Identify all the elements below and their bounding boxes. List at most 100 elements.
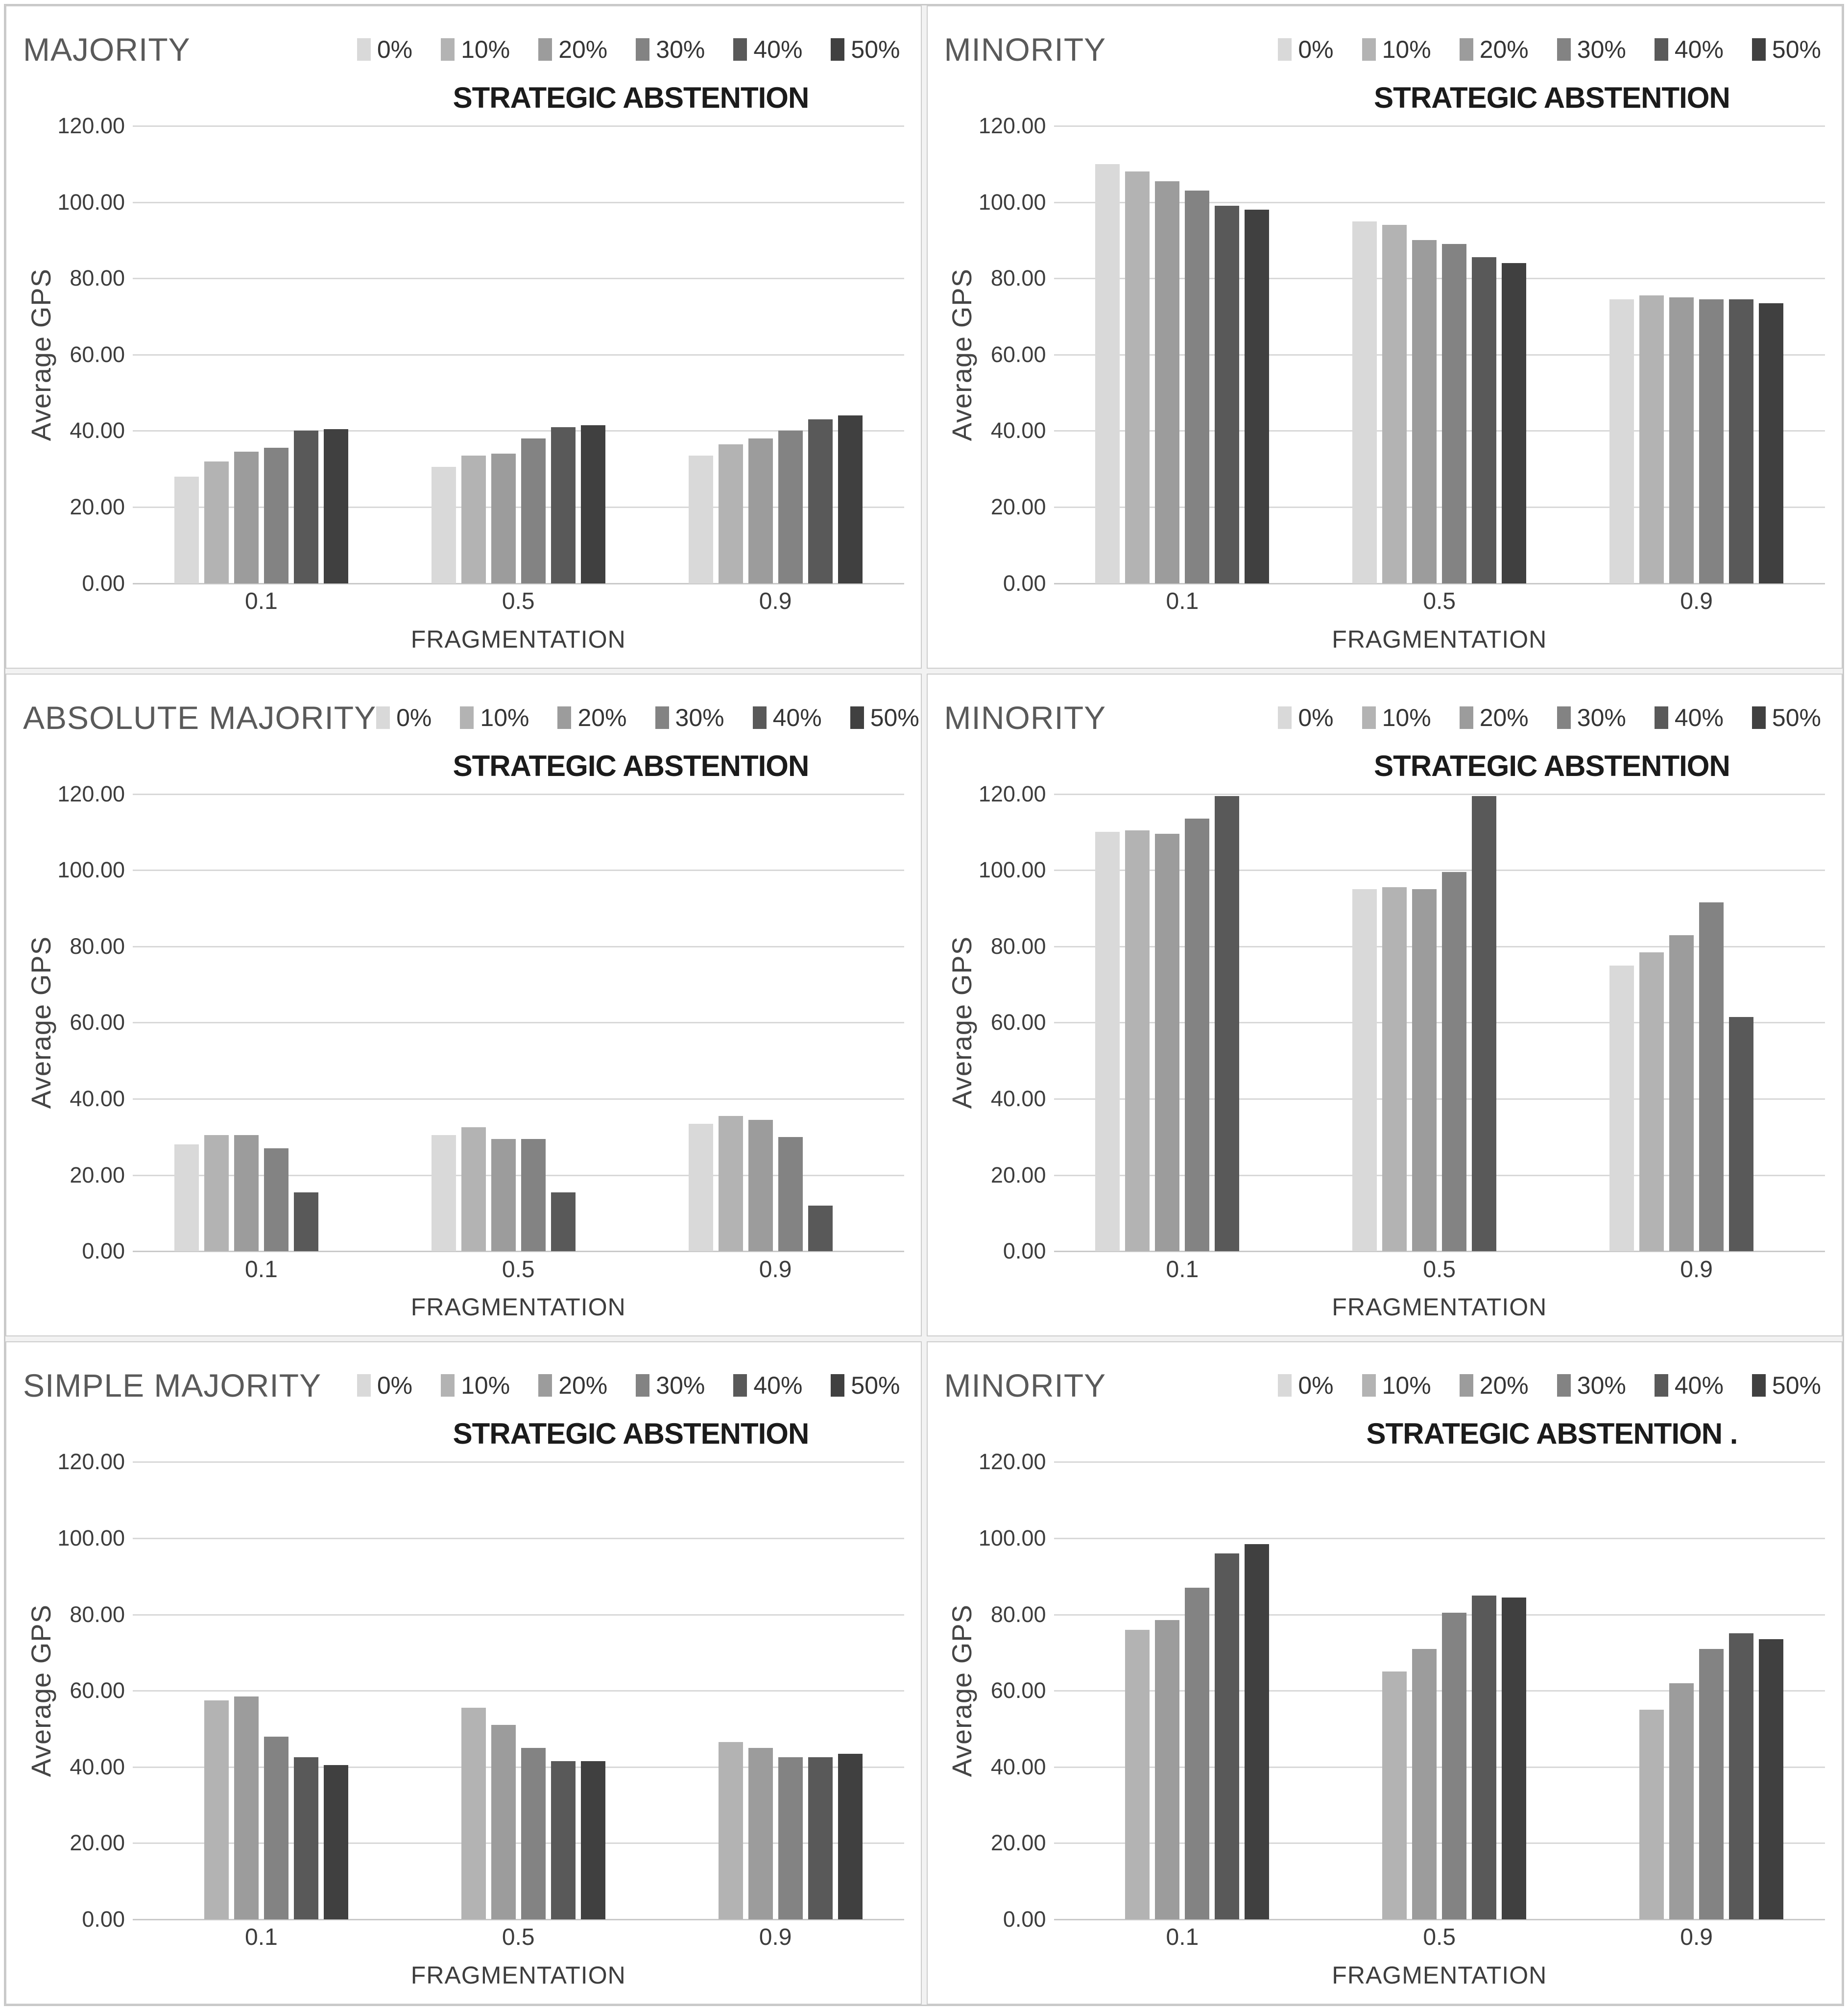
- plot-area: [133, 1461, 904, 1920]
- legend-swatch-icon: [441, 1374, 455, 1397]
- gridline: [1054, 1690, 1825, 1692]
- x-axis-ticks: 0.1 0.5 0.9: [1054, 583, 1825, 620]
- bar-0%-frag-0.5: [1352, 889, 1377, 1252]
- legend-swatch-icon: [1278, 706, 1292, 729]
- bar-40%-frag-0.1: [293, 1757, 318, 1919]
- gridline: [1054, 1022, 1825, 1024]
- bar-group-0.9: [1609, 794, 1783, 1252]
- legend-label: 20%: [558, 1372, 608, 1400]
- legend-item: 30%: [655, 703, 724, 732]
- bar-20%-frag-0.9: [748, 1119, 773, 1252]
- legend-item: 40%: [733, 35, 802, 64]
- bar-20%-frag-0.9: [748, 438, 773, 583]
- legend-label: 50%: [1772, 703, 1821, 731]
- x-tick-label: 0.9: [759, 1924, 792, 1951]
- y-tick-label: 100.00: [57, 189, 125, 215]
- legend-swatch-icon: [538, 1374, 552, 1397]
- chart-panel-minority-middle: MINORITY 0% 10% 20% 30% 40% 50% STRATEGIC ABS…: [926, 673, 1843, 1337]
- bar-30%-frag-0.1: [264, 448, 288, 583]
- bar-30%-frag-0.9: [1699, 1648, 1724, 1919]
- legend-label: 30%: [675, 703, 724, 731]
- bar-10%-frag-0.9: [1639, 295, 1664, 583]
- bar-group-0.1: [1095, 794, 1269, 1252]
- legend-swatch-icon: [357, 1374, 371, 1397]
- bar-20%-frag-0.5: [1412, 240, 1437, 583]
- chart-title: MINORITY: [944, 1367, 1106, 1404]
- gridline: [1054, 582, 1825, 584]
- chart-header: MINORITY 0% 10% 20% 30% 40% 50%: [944, 1354, 1825, 1417]
- bar-50%-frag-0.1: [1245, 210, 1270, 583]
- bar-0%-frag-0.9: [1609, 965, 1634, 1252]
- legend-label: 40%: [1674, 1372, 1724, 1400]
- chart-header: MINORITY 0% 10% 20% 30% 40% 50%: [944, 686, 1825, 749]
- gridline: [133, 1022, 904, 1024]
- gridline: [1054, 793, 1825, 795]
- bar-10%-frag-0.1: [1125, 171, 1150, 583]
- legend-item: 20%: [1459, 1371, 1529, 1400]
- legend-label: 40%: [1674, 36, 1724, 63]
- legend-label: 10%: [1382, 36, 1431, 63]
- y-tick-label: 0.00: [82, 1906, 125, 1932]
- x-axis-title: FRAGMENTATION: [410, 1961, 626, 1989]
- legend-item: 50%: [1752, 1371, 1821, 1400]
- y-axis-ticks: 120.00 100.00 80.00 60.00 40.00 20.00 0.00: [57, 113, 133, 596]
- legend-item: 0%: [1278, 703, 1334, 732]
- legend-label: 40%: [1674, 703, 1724, 731]
- gridline: [133, 1174, 904, 1176]
- bar-20%-frag-0.1: [1155, 1620, 1180, 1919]
- x-axis-ticks: 0.1 0.5 0.9: [1054, 1251, 1825, 1287]
- chart-panel-minority-bottom: MINORITY 0% 10% 20% 30% 40% 50% STRATEGIC ABS…: [926, 1341, 1843, 2005]
- legend-label: 50%: [851, 36, 900, 63]
- legend-swatch-icon: [557, 706, 572, 729]
- legend-label: 50%: [870, 703, 919, 731]
- y-tick-label: 100.00: [978, 857, 1046, 883]
- bar-40%-frag-0.5: [551, 1761, 576, 1919]
- bar-50%-frag-0.1: [323, 429, 348, 583]
- y-tick-label: 60.00: [990, 1010, 1046, 1035]
- gridline: [133, 1537, 904, 1539]
- gridline: [1054, 1098, 1825, 1100]
- legend-item: 10%: [1362, 703, 1431, 732]
- bar-group-0.9: [1609, 126, 1784, 583]
- legend-label: 30%: [1577, 36, 1626, 63]
- chart-area: Average GPS 120.00 100.00 80.00 60.00 40.00 2…: [23, 781, 904, 1263]
- bar-0%-frag-0.1: [1095, 164, 1120, 583]
- bar-10%-frag-0.1: [204, 1135, 229, 1252]
- bar-50%-frag-0.5: [580, 425, 605, 583]
- y-tick-label: 40.00: [990, 418, 1046, 443]
- bar-10%-frag-0.1: [204, 1700, 229, 1919]
- legend-item: 40%: [752, 703, 822, 732]
- gridline: [133, 1842, 904, 1844]
- legend-item: 40%: [733, 1371, 802, 1400]
- x-tick-label: 0.1: [1166, 1256, 1199, 1283]
- bar-20%-frag-0.5: [491, 454, 516, 583]
- gridline: [133, 125, 904, 127]
- legend-label: 10%: [1382, 1372, 1431, 1400]
- legend-label: 0%: [377, 1372, 413, 1400]
- chart-panel-minority-top: MINORITY 0% 10% 20% 30% 40% 50% STRATEGIC ABS…: [926, 5, 1843, 669]
- legend-swatch-icon: [636, 1374, 650, 1397]
- y-tick-label: 60.00: [990, 1678, 1046, 1703]
- legend-label: 30%: [1577, 1372, 1626, 1400]
- chart-area: Average GPS 120.00 100.00 80.00 60.00 40.00 2…: [23, 1449, 904, 1932]
- legend-item: 50%: [850, 703, 919, 732]
- gridline: [133, 1614, 904, 1616]
- bar-50%-frag-0.5: [580, 1761, 605, 1919]
- bar-0%-frag-0.1: [1095, 832, 1120, 1252]
- chart-panel-majority: MAJORITY 0% 10% 20% 30% 40% 50% STRATEGIC ABS…: [5, 5, 922, 669]
- legend-item: 40%: [1654, 703, 1724, 732]
- legend-label: 20%: [577, 703, 627, 731]
- bar-group-0.5: [431, 126, 605, 583]
- legend-swatch-icon: [1362, 706, 1376, 729]
- legend-item: 50%: [831, 1371, 900, 1400]
- bar-20%-frag-0.1: [234, 1696, 259, 1919]
- bar-groups: [133, 1462, 904, 1919]
- bar-0%-frag-0.9: [688, 1123, 713, 1252]
- gridline: [133, 870, 904, 872]
- legend-swatch-icon: [1557, 1374, 1571, 1397]
- legend-item: 30%: [1557, 1371, 1626, 1400]
- chart-area: Average GPS 120.00 100.00 80.00 60.00 40.00 2…: [23, 113, 904, 596]
- chart-title: MAJORITY: [23, 31, 191, 68]
- legend: 0% 10% 20% 30% 40% 50%: [1278, 1371, 1825, 1400]
- gridline: [133, 1098, 904, 1100]
